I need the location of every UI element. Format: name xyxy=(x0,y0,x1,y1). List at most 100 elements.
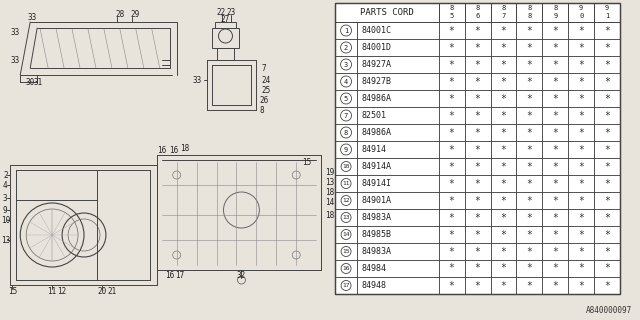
Bar xyxy=(335,107,357,124)
Text: *: * xyxy=(604,145,610,155)
Bar xyxy=(594,73,620,90)
Bar xyxy=(516,175,542,192)
Bar xyxy=(542,39,568,56)
Text: *: * xyxy=(552,43,558,52)
Bar xyxy=(516,192,542,209)
Bar xyxy=(594,107,620,124)
Text: *: * xyxy=(579,145,584,155)
Bar xyxy=(594,39,620,56)
Text: 84914A: 84914A xyxy=(361,162,391,171)
Text: 84984: 84984 xyxy=(361,264,386,273)
Text: *: * xyxy=(500,60,506,69)
Bar xyxy=(335,124,357,141)
Bar xyxy=(439,243,465,260)
Text: *: * xyxy=(500,179,506,188)
Text: 8: 8 xyxy=(501,5,506,11)
Text: *: * xyxy=(500,93,506,103)
Bar xyxy=(516,22,542,39)
Bar xyxy=(439,124,465,141)
Bar xyxy=(439,56,465,73)
Text: *: * xyxy=(527,127,532,138)
Text: 18: 18 xyxy=(325,188,334,196)
Text: *: * xyxy=(552,246,558,257)
Bar xyxy=(490,226,516,243)
Bar xyxy=(439,3,465,22)
Text: 14: 14 xyxy=(342,232,350,237)
Text: 33: 33 xyxy=(193,76,202,84)
Text: *: * xyxy=(579,93,584,103)
Bar xyxy=(490,90,516,107)
Text: *: * xyxy=(449,110,454,121)
Bar xyxy=(357,22,439,39)
Bar xyxy=(212,28,239,48)
Text: *: * xyxy=(449,76,454,86)
Bar xyxy=(594,192,620,209)
Bar xyxy=(465,73,490,90)
Text: *: * xyxy=(552,229,558,239)
Text: *: * xyxy=(475,43,481,52)
Bar xyxy=(594,90,620,107)
Bar xyxy=(516,243,542,260)
Text: 6: 6 xyxy=(476,13,480,19)
Bar xyxy=(594,226,620,243)
Bar xyxy=(516,73,542,90)
Text: 26: 26 xyxy=(259,95,269,105)
Bar xyxy=(335,260,357,277)
Bar xyxy=(214,22,236,28)
Text: *: * xyxy=(527,281,532,291)
Text: *: * xyxy=(604,60,610,69)
Text: *: * xyxy=(604,212,610,222)
Text: 17: 17 xyxy=(175,271,184,281)
Bar xyxy=(594,209,620,226)
Text: PARTS CORD: PARTS CORD xyxy=(360,8,414,17)
Bar xyxy=(357,260,439,277)
Text: *: * xyxy=(552,281,558,291)
Text: 3: 3 xyxy=(3,194,8,203)
Text: 84986A: 84986A xyxy=(361,128,391,137)
Text: *: * xyxy=(527,93,532,103)
Text: 11: 11 xyxy=(342,181,350,186)
Text: 0: 0 xyxy=(579,13,583,19)
Text: 84985B: 84985B xyxy=(361,230,391,239)
Text: 16: 16 xyxy=(157,146,166,155)
Text: *: * xyxy=(579,196,584,205)
Bar xyxy=(465,277,490,294)
Text: *: * xyxy=(475,93,481,103)
Bar xyxy=(516,107,542,124)
Bar xyxy=(516,56,542,73)
Text: *: * xyxy=(527,60,532,69)
Text: 16: 16 xyxy=(169,146,179,155)
Text: 2: 2 xyxy=(344,44,348,51)
Bar xyxy=(216,48,234,60)
Bar xyxy=(516,124,542,141)
Text: *: * xyxy=(500,110,506,121)
Bar xyxy=(516,158,542,175)
Text: *: * xyxy=(552,263,558,274)
Bar xyxy=(465,39,490,56)
Text: *: * xyxy=(475,263,481,274)
Bar xyxy=(568,3,594,22)
Text: *: * xyxy=(552,212,558,222)
Text: *: * xyxy=(579,162,584,172)
Text: 19: 19 xyxy=(325,167,334,177)
Bar xyxy=(594,22,620,39)
Bar xyxy=(465,226,490,243)
Bar xyxy=(439,22,465,39)
Bar xyxy=(594,158,620,175)
Bar xyxy=(516,226,542,243)
Bar xyxy=(490,22,516,39)
Bar xyxy=(490,56,516,73)
Text: 15: 15 xyxy=(342,249,350,254)
Text: 84986A: 84986A xyxy=(361,94,391,103)
Bar xyxy=(490,39,516,56)
Text: 84001D: 84001D xyxy=(361,43,391,52)
Bar xyxy=(568,192,594,209)
Text: *: * xyxy=(500,127,506,138)
Bar xyxy=(594,56,620,73)
Text: 9: 9 xyxy=(605,5,609,11)
Text: *: * xyxy=(579,179,584,188)
Text: 24: 24 xyxy=(261,76,271,84)
Bar xyxy=(542,158,568,175)
Bar xyxy=(516,277,542,294)
Bar xyxy=(335,73,357,90)
